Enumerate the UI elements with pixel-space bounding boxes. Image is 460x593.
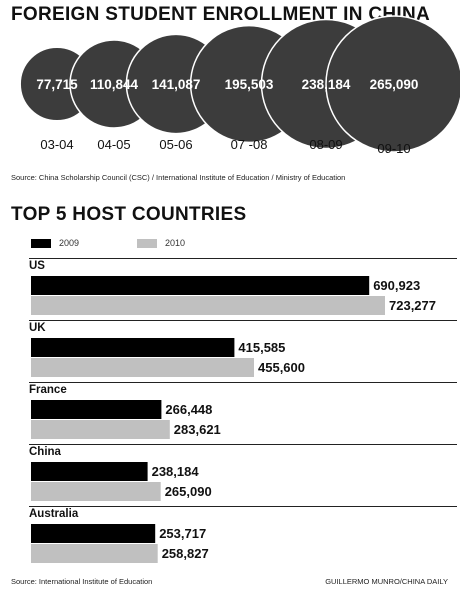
bar-france-2009 bbox=[31, 400, 162, 419]
bar-us-2010 bbox=[31, 296, 385, 315]
group-separator bbox=[29, 320, 457, 321]
bubble-value-label: 141,087 bbox=[152, 77, 201, 92]
legend-item-2010: 2010 bbox=[137, 238, 185, 248]
enrollment-bubble-chart: 77,715 110,844 141,087 195,503 238,184 265,09… bbox=[19, 15, 460, 156]
bar-us-2009 bbox=[31, 276, 370, 295]
bar-value-label: 690,923 bbox=[373, 278, 420, 293]
bar-france-2010 bbox=[31, 420, 170, 439]
bubble-year-label: 04-05 bbox=[97, 137, 130, 152]
country-label-china: China bbox=[29, 446, 61, 458]
bubble-value-label: 265,090 bbox=[370, 77, 419, 92]
bar-australia-2009 bbox=[31, 524, 156, 543]
bar-value-label: 258,827 bbox=[162, 546, 209, 561]
bar-value-label: 283,621 bbox=[174, 422, 221, 437]
bar-value-label: 455,600 bbox=[258, 360, 305, 375]
bubble-0910 bbox=[325, 15, 460, 153]
credit: GUILLERMO MUNRO/CHINA DAILY bbox=[325, 577, 448, 586]
bubble-year-label: 09-10 bbox=[377, 141, 410, 156]
bar-value-label: 415,585 bbox=[238, 340, 285, 355]
bubble-year-label: 03-04 bbox=[40, 137, 73, 152]
enrollment-source: Source: China Scholarship Council (CSC) … bbox=[11, 173, 346, 182]
group-separator bbox=[29, 258, 457, 259]
country-label-uk: UK bbox=[29, 322, 46, 334]
group-separator bbox=[29, 382, 457, 383]
bubble-value-label: 77,715 bbox=[36, 77, 78, 92]
bar-value-label: 253,717 bbox=[159, 526, 206, 541]
legend-label-2009: 2009 bbox=[59, 238, 80, 248]
country-label-france: France bbox=[29, 384, 67, 396]
bubble-year-label: 07 -08 bbox=[231, 137, 268, 152]
bar-value-label: 238,184 bbox=[152, 464, 200, 479]
bar-value-label: 265,090 bbox=[165, 484, 212, 499]
host-source: Source: International Institute of Educa… bbox=[11, 577, 153, 586]
bar-china-2009 bbox=[31, 462, 148, 481]
group-separator bbox=[29, 444, 457, 445]
bubble-value-label: 238,184 bbox=[302, 77, 351, 92]
bubble-value-label: 195,503 bbox=[225, 77, 274, 92]
bubble-year-label: 05-06 bbox=[159, 137, 192, 152]
country-label-us: US bbox=[29, 260, 45, 272]
group-separator bbox=[29, 506, 457, 507]
country-label-australia: Australia bbox=[29, 508, 79, 520]
bar-uk-2009 bbox=[31, 338, 235, 357]
legend-label-2010: 2010 bbox=[165, 238, 186, 248]
bar-uk-2010 bbox=[31, 358, 254, 377]
bubble-year-label: 08-09 bbox=[309, 137, 342, 152]
bar-china-2010 bbox=[31, 482, 161, 501]
legend-swatch-2009 bbox=[31, 238, 51, 248]
host-countries-title: TOP 5 HOST COUNTRIES bbox=[11, 204, 247, 225]
bar-value-label: 266,448 bbox=[165, 402, 212, 417]
bubble-value-label: 110,844 bbox=[90, 77, 139, 92]
bar-value-label: 723,277 bbox=[389, 298, 436, 313]
bar-australia-2010 bbox=[31, 544, 158, 563]
legend-item-2009: 2009 bbox=[31, 238, 79, 248]
legend-swatch-2010 bbox=[137, 238, 157, 248]
